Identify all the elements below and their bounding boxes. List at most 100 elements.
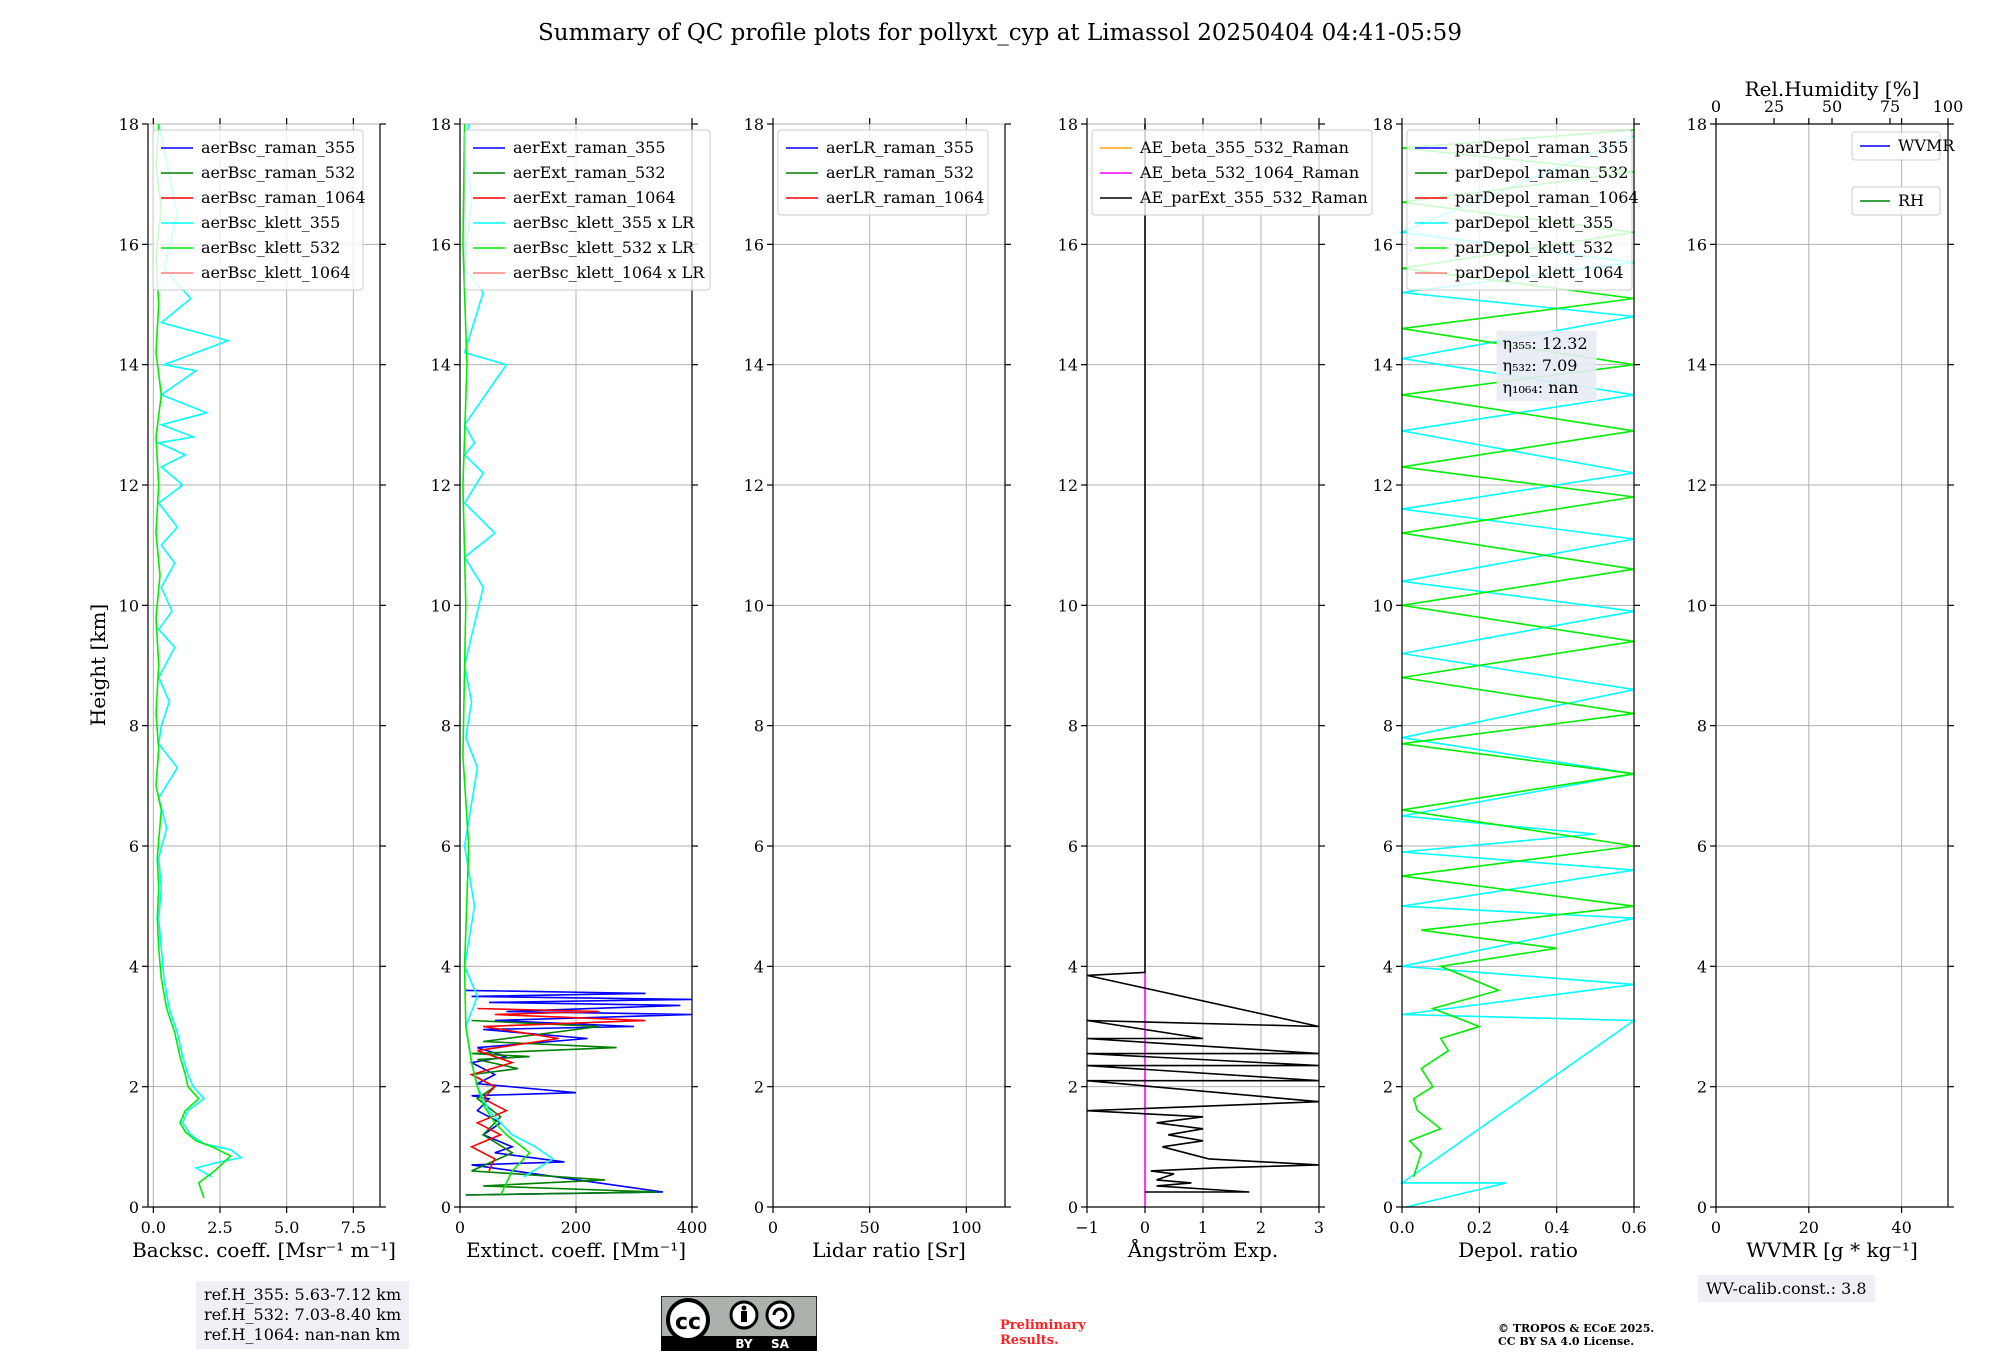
x-top-tick-label: 25 — [1764, 97, 1784, 116]
license-sa-text: SA — [771, 1337, 790, 1351]
x-tick-label: 1 — [1198, 1218, 1208, 1237]
x-tick-label: 20 — [1799, 1218, 1819, 1237]
eta-box — [1496, 331, 1597, 401]
y-tick-label: 2 — [1697, 1078, 1707, 1097]
legend-entry: aerExt_raman_355 — [513, 138, 666, 157]
x-tick-label: 5.0 — [274, 1218, 299, 1237]
y-tick-label: 6 — [441, 837, 451, 856]
x-top-tick-label: 75 — [1880, 97, 1900, 116]
x-tick-label: 2 — [1256, 1218, 1266, 1237]
legend-entry: aerBsc_klett_532 — [201, 238, 340, 257]
ref-height-532: ref.H_532: 7.03-8.40 km — [204, 1305, 402, 1324]
y-tick-label: 10 — [431, 596, 451, 615]
y-tick-label: 16 — [1058, 235, 1078, 254]
y-tick-label: 18 — [1373, 115, 1393, 134]
series-line-aerBsc_klett_355 — [155, 123, 244, 1178]
legend-entry: WVMR — [1898, 136, 1955, 155]
x-tick-label: 0 — [768, 1218, 778, 1237]
preliminary-notice: Preliminary Results. — [1000, 1318, 1086, 1348]
legend-entry: parDepol_klett_532 — [1455, 238, 1613, 257]
y-tick-label: 0 — [1383, 1198, 1393, 1217]
legend-box — [1091, 129, 1373, 216]
y-tick-label: 6 — [1068, 837, 1078, 856]
legend: aerLR_raman_355 aerLR_raman_532 aerLR_rama… — [777, 129, 989, 216]
legend-entry: aerExt_raman_1064 — [513, 188, 676, 207]
legend-entry: aerBsc_raman_1064 — [201, 188, 366, 207]
y-tick-label: 14 — [431, 356, 451, 375]
figure-title: Summary of QC profile plots for pollyxt_… — [538, 20, 1462, 46]
x-axis-label: Depol. ratio — [1458, 1238, 1578, 1262]
legend: aerBsc_raman_355 aerBsc_raman_532 aerBsc_r… — [152, 129, 366, 291]
x-tick-label: 50 — [859, 1218, 879, 1237]
eta-label: η₅₃₂: 7.09 — [1503, 356, 1578, 375]
legend: WVMR RH — [1851, 131, 1955, 216]
ref-height-355: ref.H_355: 5.63-7.12 km — [204, 1285, 402, 1304]
y-tick-label: 10 — [1687, 596, 1707, 615]
legend-entry: aerExt_raman_532 — [513, 163, 666, 182]
y-tick-label: 14 — [1058, 356, 1078, 375]
y-tick-label: 4 — [754, 957, 764, 976]
x-tick-label: 400 — [677, 1218, 708, 1237]
legend-entry: aerBsc_klett_532 x LR — [513, 238, 695, 257]
license-cc-text: cc — [675, 1310, 701, 1335]
x-top-tick-label: 50 — [1822, 97, 1842, 116]
panel-depol: 0 2 4 6 8 10 12 14 16 18 0.0 0.2 0.4 0.6 Depol. ratio p… — [1373, 115, 1647, 1262]
x-top-tick-label: 0 — [1711, 97, 1721, 116]
legend-entry: parDepol_klett_1064 — [1455, 263, 1624, 282]
series-line-AE_parExt_355_532_Raman — [1086, 124, 1320, 1193]
y-tick-label: 0 — [441, 1198, 451, 1217]
y-tick-label: 14 — [744, 356, 764, 375]
y-tick-label: 2 — [441, 1078, 451, 1097]
y-tick-label: 0 — [1697, 1198, 1707, 1217]
copyright-line-1: © TROPOS & ECoE 2025. — [1498, 1322, 1655, 1335]
x-tick-label: 0.6 — [1621, 1218, 1646, 1237]
x-tick-label: 0.2 — [1467, 1218, 1492, 1237]
y-tick-label: 18 — [119, 115, 139, 134]
x-tick-label: 3 — [1314, 1218, 1324, 1237]
y-tick-label: 4 — [1383, 957, 1393, 976]
y-tick-label: 8 — [1383, 717, 1393, 736]
legend-entry: RH — [1898, 191, 1924, 210]
legend-entry: AE_beta_532_1064_Raman — [1139, 163, 1359, 182]
preliminary-line-2: Results. — [1000, 1333, 1059, 1348]
y-tick-label: 8 — [754, 717, 764, 736]
series-line-aerBsc_klett_532 — [155, 123, 233, 1199]
y-tick-label: 10 — [744, 596, 764, 615]
y-tick-label: 14 — [1687, 356, 1707, 375]
y-tick-label: 8 — [1697, 717, 1707, 736]
legend-entry: aerLR_raman_355 — [826, 138, 974, 157]
y-tick-label: 10 — [1373, 596, 1393, 615]
legend-entry: aerBsc_klett_355 — [201, 213, 340, 232]
legend: AE_beta_355_532_Raman AE_beta_532_1064_Ra… — [1091, 129, 1373, 216]
y-tick-label: 12 — [1058, 476, 1078, 495]
legend-entry: aerBsc_klett_1064 x LR — [513, 263, 705, 282]
y-tick-label: 12 — [119, 476, 139, 495]
y-tick-label: 16 — [119, 235, 139, 254]
cc-logo-icon — [666, 1298, 710, 1342]
legend-entry: aerBsc_raman_355 — [201, 138, 355, 157]
y-tick-label: 8 — [1068, 717, 1078, 736]
legend-box — [152, 129, 364, 291]
copyright-line-2: CC BY SA 4.0 License. — [1498, 1335, 1635, 1348]
y-tick-label: 12 — [431, 476, 451, 495]
y-tick-label: 2 — [1068, 1078, 1078, 1097]
x-top-tick-label: 100 — [1933, 97, 1964, 116]
reference-height-box: ref.H_355: 5.63-7.12 km ref.H_532: 7.03-… — [196, 1281, 410, 1349]
legend-entry: AE_parExt_355_532_Raman — [1139, 188, 1368, 207]
legend-entry: parDepol_raman_1064 — [1455, 188, 1639, 207]
y-tick-label: 4 — [129, 957, 139, 976]
eta-label: η₁₀₆₄: nan — [1503, 378, 1579, 397]
y-tick-label: 0 — [129, 1198, 139, 1217]
y-tick-label: 8 — [441, 717, 451, 736]
y-tick-label: 14 — [119, 356, 139, 375]
y-tick-label: 6 — [1697, 837, 1707, 856]
legend-entry: parDepol_raman_532 — [1455, 163, 1628, 182]
y-tick-label: 12 — [1687, 476, 1707, 495]
series-line-aerExt_raman_1064 — [469, 1007, 646, 1172]
legend: parDepol_raman_355 parDepol_raman_532 parD… — [1406, 129, 1639, 291]
y-tick-label: 2 — [1383, 1078, 1393, 1097]
x-axis-label: WVMR [g * kg⁻¹] — [1746, 1238, 1918, 1262]
